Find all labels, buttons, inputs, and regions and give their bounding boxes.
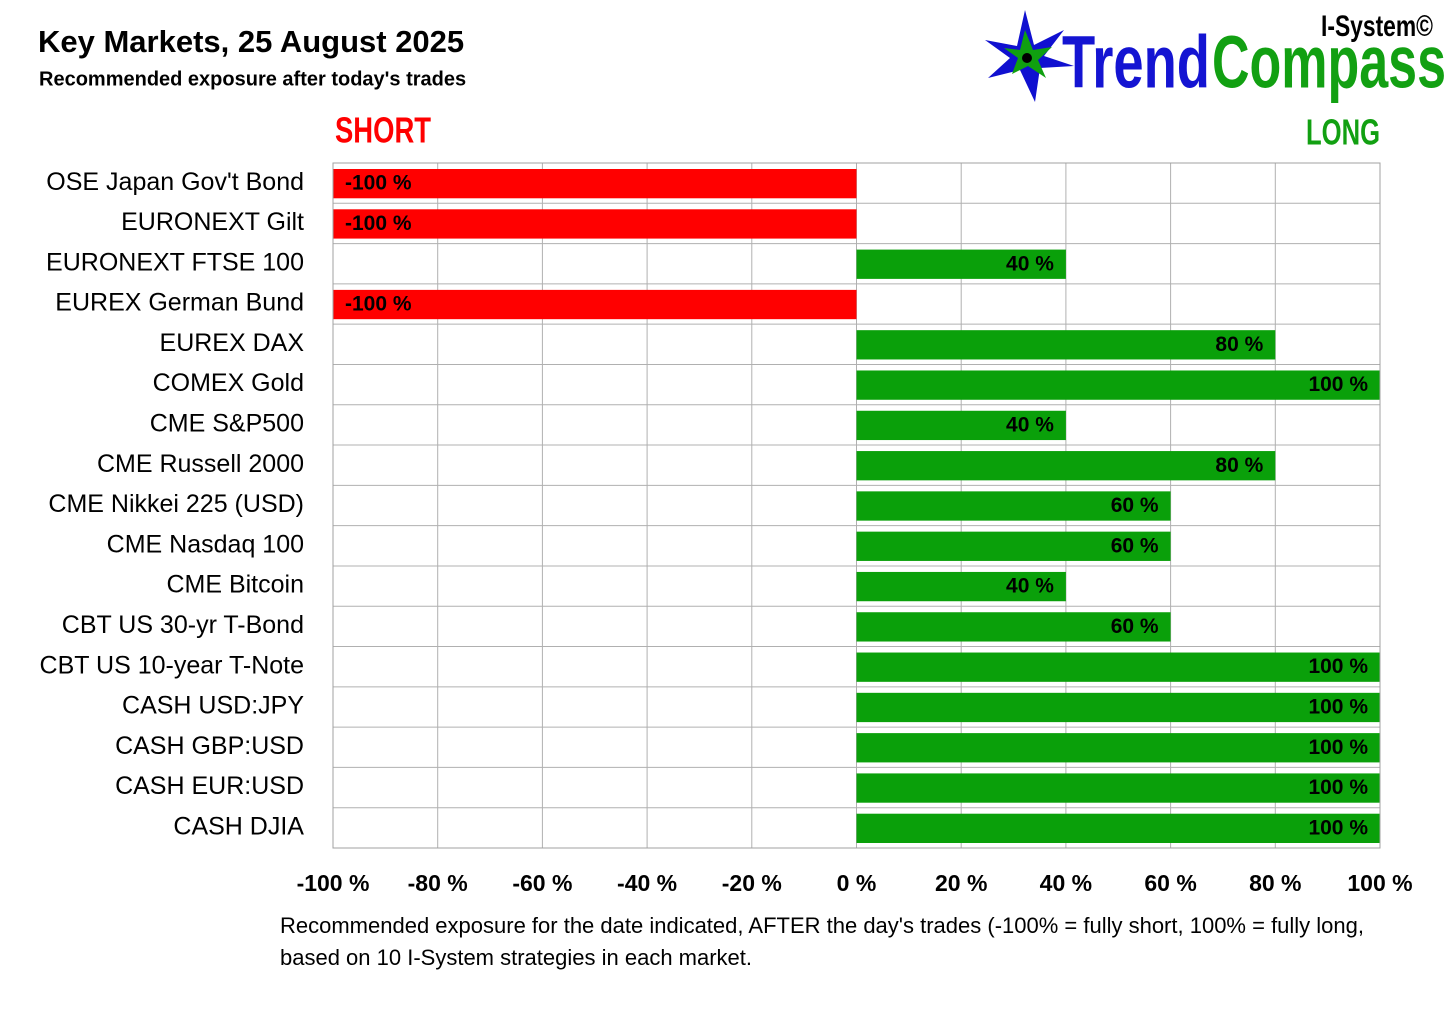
y-tick-label: OSE Japan Gov't Bond bbox=[46, 168, 304, 196]
bar bbox=[856, 491, 1171, 521]
x-tick-label: 80 % bbox=[1249, 870, 1301, 896]
x-tick-label: -20 % bbox=[722, 870, 782, 896]
bar bbox=[856, 571, 1066, 602]
bar bbox=[856, 451, 1276, 481]
bar bbox=[856, 692, 1380, 723]
x-tick-label: -40 % bbox=[617, 870, 677, 896]
bar bbox=[856, 773, 1380, 803]
value-label: 80 % bbox=[1215, 333, 1263, 356]
bar bbox=[856, 733, 1380, 763]
y-tick-label: EUREX German Bund bbox=[55, 289, 304, 317]
value-label: 80 % bbox=[1215, 454, 1263, 477]
value-label: -100 % bbox=[345, 172, 412, 195]
x-tick-label: -100 % bbox=[297, 870, 370, 896]
y-tick-label: CASH EUR:USD bbox=[115, 772, 304, 800]
value-label: 60 % bbox=[1111, 494, 1159, 517]
long-label: LONG bbox=[1306, 112, 1380, 153]
bar bbox=[856, 652, 1380, 682]
x-tick-label: 60 % bbox=[1144, 870, 1196, 896]
logo-star bbox=[985, 10, 1074, 102]
y-tick-label: CME Bitcoin bbox=[166, 571, 304, 599]
bar bbox=[333, 169, 857, 199]
footnote: Recommended exposure for the date indica… bbox=[280, 913, 1365, 970]
y-tick-label: EURONEXT FTSE 100 bbox=[46, 248, 304, 276]
value-label: 60 % bbox=[1111, 615, 1159, 638]
x-tick-label: -80 % bbox=[408, 870, 468, 896]
value-label: 100 % bbox=[1308, 776, 1368, 799]
value-label: 100 % bbox=[1308, 655, 1368, 678]
value-label: 40 % bbox=[1006, 575, 1054, 598]
value-label: -100 % bbox=[345, 212, 412, 235]
y-tick-label: EUREX DAX bbox=[160, 329, 305, 357]
value-label: -100 % bbox=[345, 293, 412, 316]
bar bbox=[333, 209, 857, 239]
y-tick-label: CASH USD:JPY bbox=[122, 692, 304, 720]
logo-superscript: I-System© bbox=[1321, 10, 1433, 43]
x-tick-label: 40 % bbox=[1040, 870, 1092, 896]
x-tick-label: 20 % bbox=[935, 870, 987, 896]
logo-word: Trend bbox=[1062, 21, 1210, 104]
y-tick-label: CASH DJIA bbox=[173, 812, 304, 840]
value-label: 100 % bbox=[1308, 696, 1368, 719]
bar bbox=[856, 330, 1276, 360]
value-label: 40 % bbox=[1006, 413, 1054, 436]
y-tick-label: COMEX Gold bbox=[153, 369, 304, 397]
chart-title: Key Markets, 25 August 2025 bbox=[38, 24, 464, 59]
x-tick-label: 0 % bbox=[837, 870, 877, 896]
bar bbox=[856, 410, 1066, 441]
y-tick-label: CBT US 10-year T-Note bbox=[40, 651, 304, 679]
x-tick-label: -60 % bbox=[512, 870, 572, 896]
logo-word: Compass bbox=[1212, 21, 1446, 104]
bar bbox=[856, 612, 1171, 642]
y-tick-label: CME Nasdaq 100 bbox=[107, 530, 304, 558]
y-tick-label: CME S&P500 bbox=[150, 410, 304, 438]
y-tick-label: CBT US 30-yr T-Bond bbox=[62, 611, 304, 639]
bar bbox=[333, 289, 857, 320]
bar bbox=[856, 531, 1171, 561]
y-tick-label: CME Nikkei 225 (USD) bbox=[48, 490, 304, 518]
value-label: 60 % bbox=[1111, 534, 1159, 557]
value-label: 100 % bbox=[1308, 736, 1368, 759]
y-tick-label: CASH GBP:USD bbox=[115, 732, 304, 760]
x-tick-label: 100 % bbox=[1347, 870, 1412, 896]
bar bbox=[856, 370, 1380, 400]
value-label: 100 % bbox=[1308, 373, 1368, 396]
bar bbox=[856, 813, 1380, 843]
plot-frame bbox=[332, 162, 1381, 849]
bar bbox=[856, 249, 1066, 279]
chart-subtitle: Recommended exposure after today's trade… bbox=[39, 68, 466, 90]
y-tick-label: EURONEXT Gilt bbox=[121, 208, 304, 236]
value-label: 100 % bbox=[1308, 816, 1368, 839]
short-label: SHORT bbox=[335, 110, 431, 151]
value-label: 40 % bbox=[1006, 252, 1054, 275]
y-tick-label: CME Russell 2000 bbox=[97, 450, 304, 478]
